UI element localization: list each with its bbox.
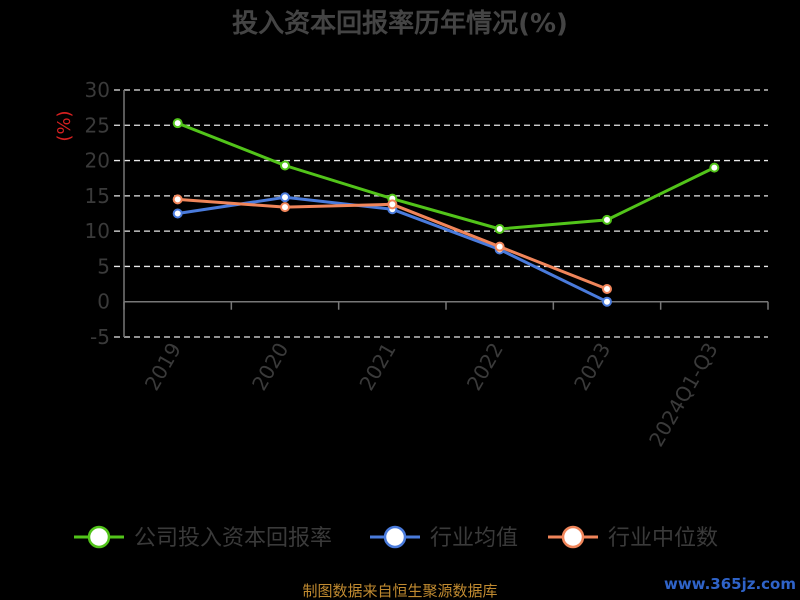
data-point bbox=[280, 160, 290, 171]
data-point bbox=[172, 194, 183, 205]
x-tick-label: 2023 bbox=[569, 339, 615, 395]
series-0 bbox=[172, 118, 720, 235]
data-point bbox=[172, 208, 183, 219]
legend-marker bbox=[383, 525, 407, 549]
y-tick-label: 30 bbox=[85, 78, 110, 102]
legend-item: 行业均值 bbox=[370, 525, 518, 551]
legend-marker bbox=[87, 525, 111, 549]
y-tick-label: -5 bbox=[90, 325, 110, 349]
legend-marker bbox=[561, 525, 585, 549]
x-tick-label: 2022 bbox=[462, 339, 508, 395]
x-tick-label: 2024Q1-Q3 bbox=[644, 339, 723, 451]
series-line bbox=[177, 121, 715, 231]
series-1 bbox=[172, 192, 612, 307]
data-point bbox=[172, 118, 183, 129]
chart-title: 投入资本回报率历年情况(%) bbox=[232, 8, 568, 39]
y-tick-label: 10 bbox=[85, 219, 110, 243]
data-point bbox=[709, 162, 720, 173]
series-2 bbox=[172, 194, 612, 295]
data-point bbox=[494, 241, 505, 252]
legend-label: 公司投入资本回报率 bbox=[134, 526, 332, 551]
data-point bbox=[494, 224, 505, 235]
axis-layer: 30 25 20 15 10 5 0 -5 2019 2020 2021 2022 2023 2024Q1… bbox=[85, 78, 769, 451]
y-tick-label: 5 bbox=[97, 254, 110, 278]
legend: 公司投入资本回报率 行业均值 行业中位数 bbox=[74, 525, 718, 551]
data-point bbox=[387, 199, 398, 210]
data-point bbox=[602, 284, 612, 295]
data-point bbox=[280, 202, 290, 213]
watermark: www.365jz.com bbox=[664, 575, 796, 593]
x-tick-label: 2020 bbox=[247, 339, 293, 395]
legend-label: 行业中位数 bbox=[608, 526, 718, 551]
data-point bbox=[602, 214, 612, 225]
data-point bbox=[602, 296, 612, 307]
x-tick-label: 2019 bbox=[140, 339, 186, 395]
y-axis-label: (%) bbox=[54, 110, 75, 141]
y-tick-label: 25 bbox=[85, 113, 110, 137]
source-note: 制图数据来自恒生聚源数据库 bbox=[302, 582, 497, 600]
data-point bbox=[280, 192, 290, 203]
legend-label: 行业均值 bbox=[430, 526, 518, 551]
series-layer bbox=[172, 118, 720, 307]
y-tick-label: 15 bbox=[85, 184, 110, 208]
y-tick-label: 0 bbox=[97, 290, 110, 314]
legend-item: 行业中位数 bbox=[548, 525, 718, 551]
y-tick-label: 20 bbox=[85, 149, 110, 173]
legend-item: 公司投入资本回报率 bbox=[74, 525, 332, 551]
x-tick-label: 2021 bbox=[354, 339, 400, 395]
